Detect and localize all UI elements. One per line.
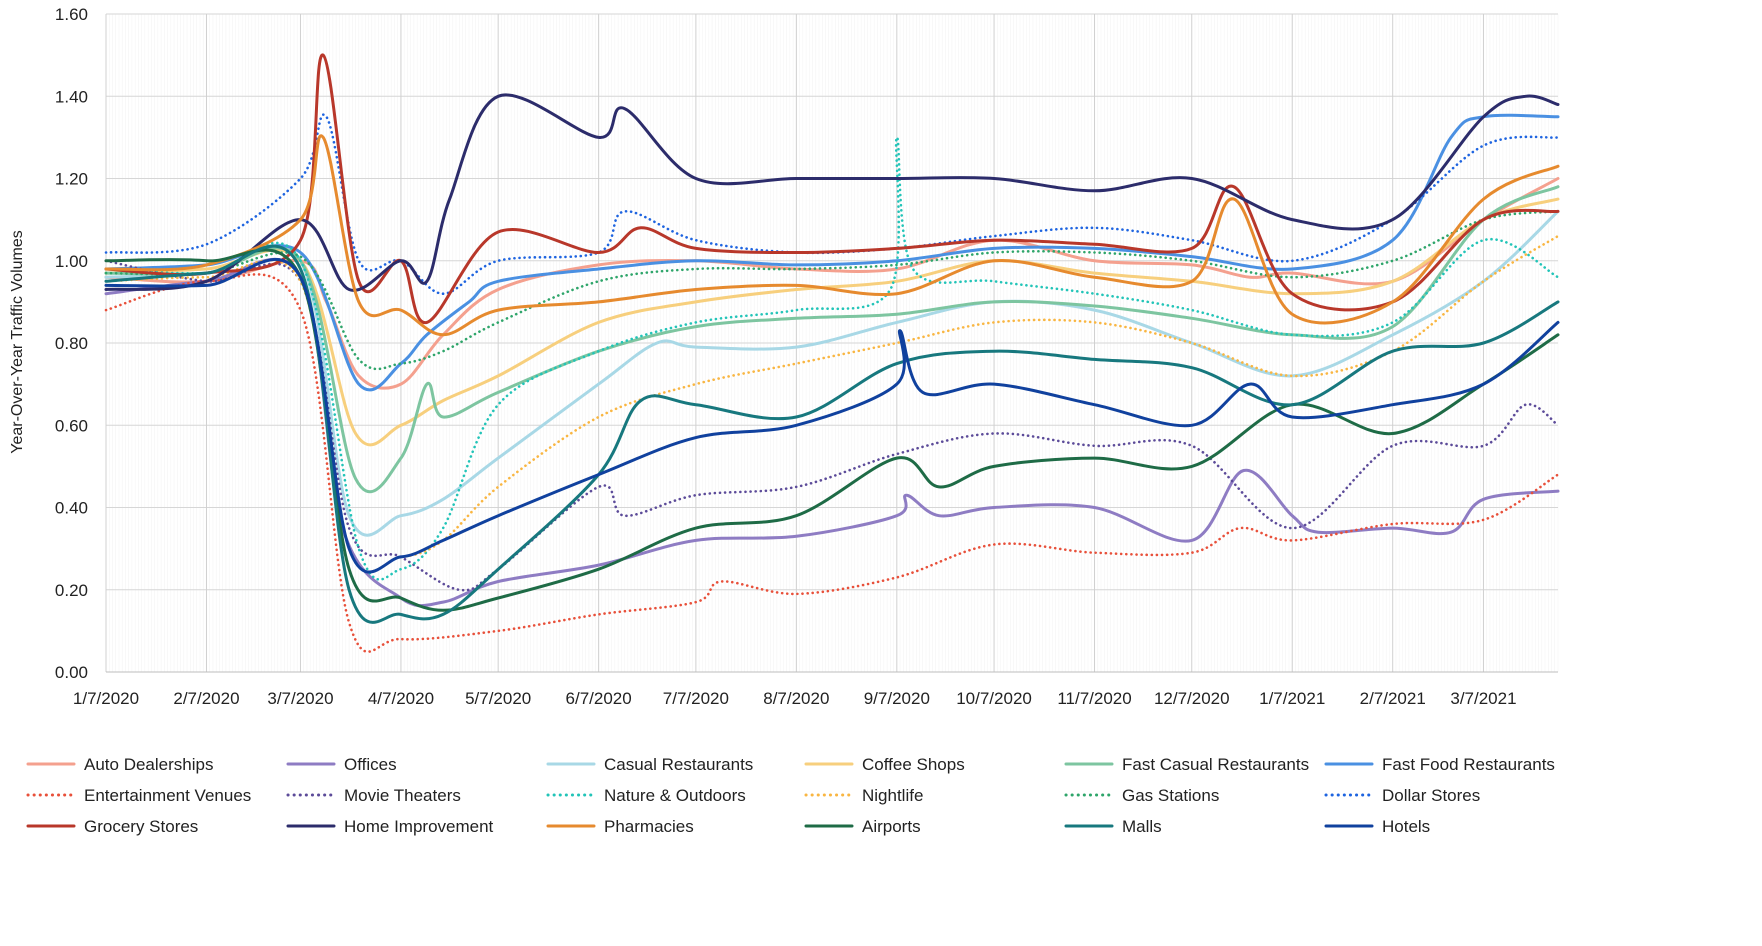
- series-line-pharmacies: [104, 134, 1560, 337]
- x-tick-label: 2/7/2021: [1360, 689, 1426, 708]
- x-tick-label: 8/7/2020: [763, 689, 829, 708]
- y-tick-label: 1.20: [55, 170, 88, 189]
- legend-label: Dollar Stores: [1382, 786, 1480, 805]
- legend-label: Home Improvement: [344, 817, 494, 836]
- legend-item-offices: Offices: [286, 755, 397, 774]
- legend-item-casual-restaurants: Casual Restaurants: [546, 755, 753, 774]
- series-line-nightlife: [104, 234, 1560, 573]
- legend-item-fast-casual-restaurants: Fast Casual Restaurants: [1064, 755, 1309, 774]
- series-line-entertainment-venues: [104, 273, 1560, 654]
- legend-item-malls: Malls: [1064, 817, 1162, 836]
- series-line-coffee-shops: [104, 197, 1560, 447]
- x-tick-label: 1/7/2021: [1259, 689, 1325, 708]
- legend-label: Nature & Outdoors: [604, 786, 746, 805]
- y-axis-title: Year-Over-Year Traffic Volumes: [9, 230, 26, 454]
- y-tick-label: 0.20: [55, 581, 88, 600]
- legend-label: Nightlife: [862, 786, 923, 805]
- legend-label: Fast Casual Restaurants: [1122, 755, 1309, 774]
- series-line-gas-stations: [104, 210, 1560, 371]
- x-tick-label: 2/7/2020: [173, 689, 239, 708]
- x-tick-label: 11/7/2020: [1057, 689, 1131, 708]
- y-tick-label: 1.40: [55, 87, 88, 106]
- legend-item-dollar-stores: Dollar Stores: [1324, 786, 1480, 805]
- series-line-home-improvement: [104, 93, 1560, 292]
- series-line-hotels: [104, 257, 1560, 574]
- y-tick-label: 0.40: [55, 499, 88, 518]
- x-tick-label: 10/7/2020: [956, 689, 1032, 708]
- legend-item-airports: Airports: [804, 817, 921, 836]
- y-tick-label: 1.00: [55, 252, 88, 271]
- axes: 0.00 0.20 0.40 0.60 0.80 1.00 1.20 1.40 1.60 1/7/…: [55, 5, 1558, 708]
- x-tick-label: 12/7/2020: [1154, 689, 1230, 708]
- y-tick-label: 1.60: [55, 5, 88, 24]
- legend-item-gas-stations: Gas Stations: [1064, 786, 1219, 805]
- x-tick-label: 6/7/2020: [566, 689, 632, 708]
- legend-label: Airports: [862, 817, 921, 836]
- series-layer: [104, 53, 1560, 654]
- x-tick-label: 7/7/2020: [663, 689, 729, 708]
- legend-label: Pharmacies: [604, 817, 694, 836]
- y-tick-label: 0.00: [55, 663, 88, 682]
- legend-label: Malls: [1122, 817, 1162, 836]
- legend-item-pharmacies: Pharmacies: [546, 817, 694, 836]
- legend: Auto Dealerships Offices Casual Restaurant…: [26, 755, 1555, 836]
- legend-label: Offices: [344, 755, 397, 774]
- series-line-fast-food-restaurants: [104, 113, 1560, 392]
- grid: [105, 13, 1559, 673]
- legend-label: Movie Theaters: [344, 786, 461, 805]
- series-line-dollar-stores: [104, 113, 1560, 295]
- legend-item-entertainment-venues: Entertainment Venues: [26, 786, 251, 805]
- legend-item-fast-food-restaurants: Fast Food Restaurants: [1324, 755, 1555, 774]
- legend-label: Auto Dealerships: [84, 755, 213, 774]
- x-tick-label: 3/7/2020: [267, 689, 333, 708]
- legend-label: Entertainment Venues: [84, 786, 251, 805]
- legend-label: Fast Food Restaurants: [1382, 755, 1555, 774]
- legend-item-hotels: Hotels: [1324, 817, 1430, 836]
- legend-item-auto-dealerships: Auto Dealerships: [26, 755, 213, 774]
- x-tick-label: 4/7/2020: [368, 689, 434, 708]
- legend-item-grocery-stores: Grocery Stores: [26, 817, 198, 836]
- y-tick-label: 0.60: [55, 416, 88, 435]
- y-tick-label: 0.80: [55, 334, 88, 353]
- x-tick-label: 1/7/2020: [73, 689, 139, 708]
- series-line-malls: [104, 244, 1560, 624]
- x-tick-label: 5/7/2020: [465, 689, 531, 708]
- legend-item-movie-theaters: Movie Theaters: [286, 786, 461, 805]
- legend-label: Hotels: [1382, 817, 1430, 836]
- legend-label: Coffee Shops: [862, 755, 965, 774]
- series-line-grocery-stores: [104, 53, 1560, 324]
- legend-item-home-improvement: Home Improvement: [286, 817, 494, 836]
- legend-item-nature-and-outdoors: Nature & Outdoors: [546, 786, 746, 805]
- legend-label: Grocery Stores: [84, 817, 198, 836]
- legend-label: Casual Restaurants: [604, 755, 753, 774]
- legend-label: Gas Stations: [1122, 786, 1219, 805]
- legend-item-coffee-shops: Coffee Shops: [804, 755, 965, 774]
- legend-item-nightlife: Nightlife: [804, 786, 923, 805]
- x-tick-label: 3/7/2021: [1450, 689, 1516, 708]
- x-tick-label: 9/7/2020: [864, 689, 930, 708]
